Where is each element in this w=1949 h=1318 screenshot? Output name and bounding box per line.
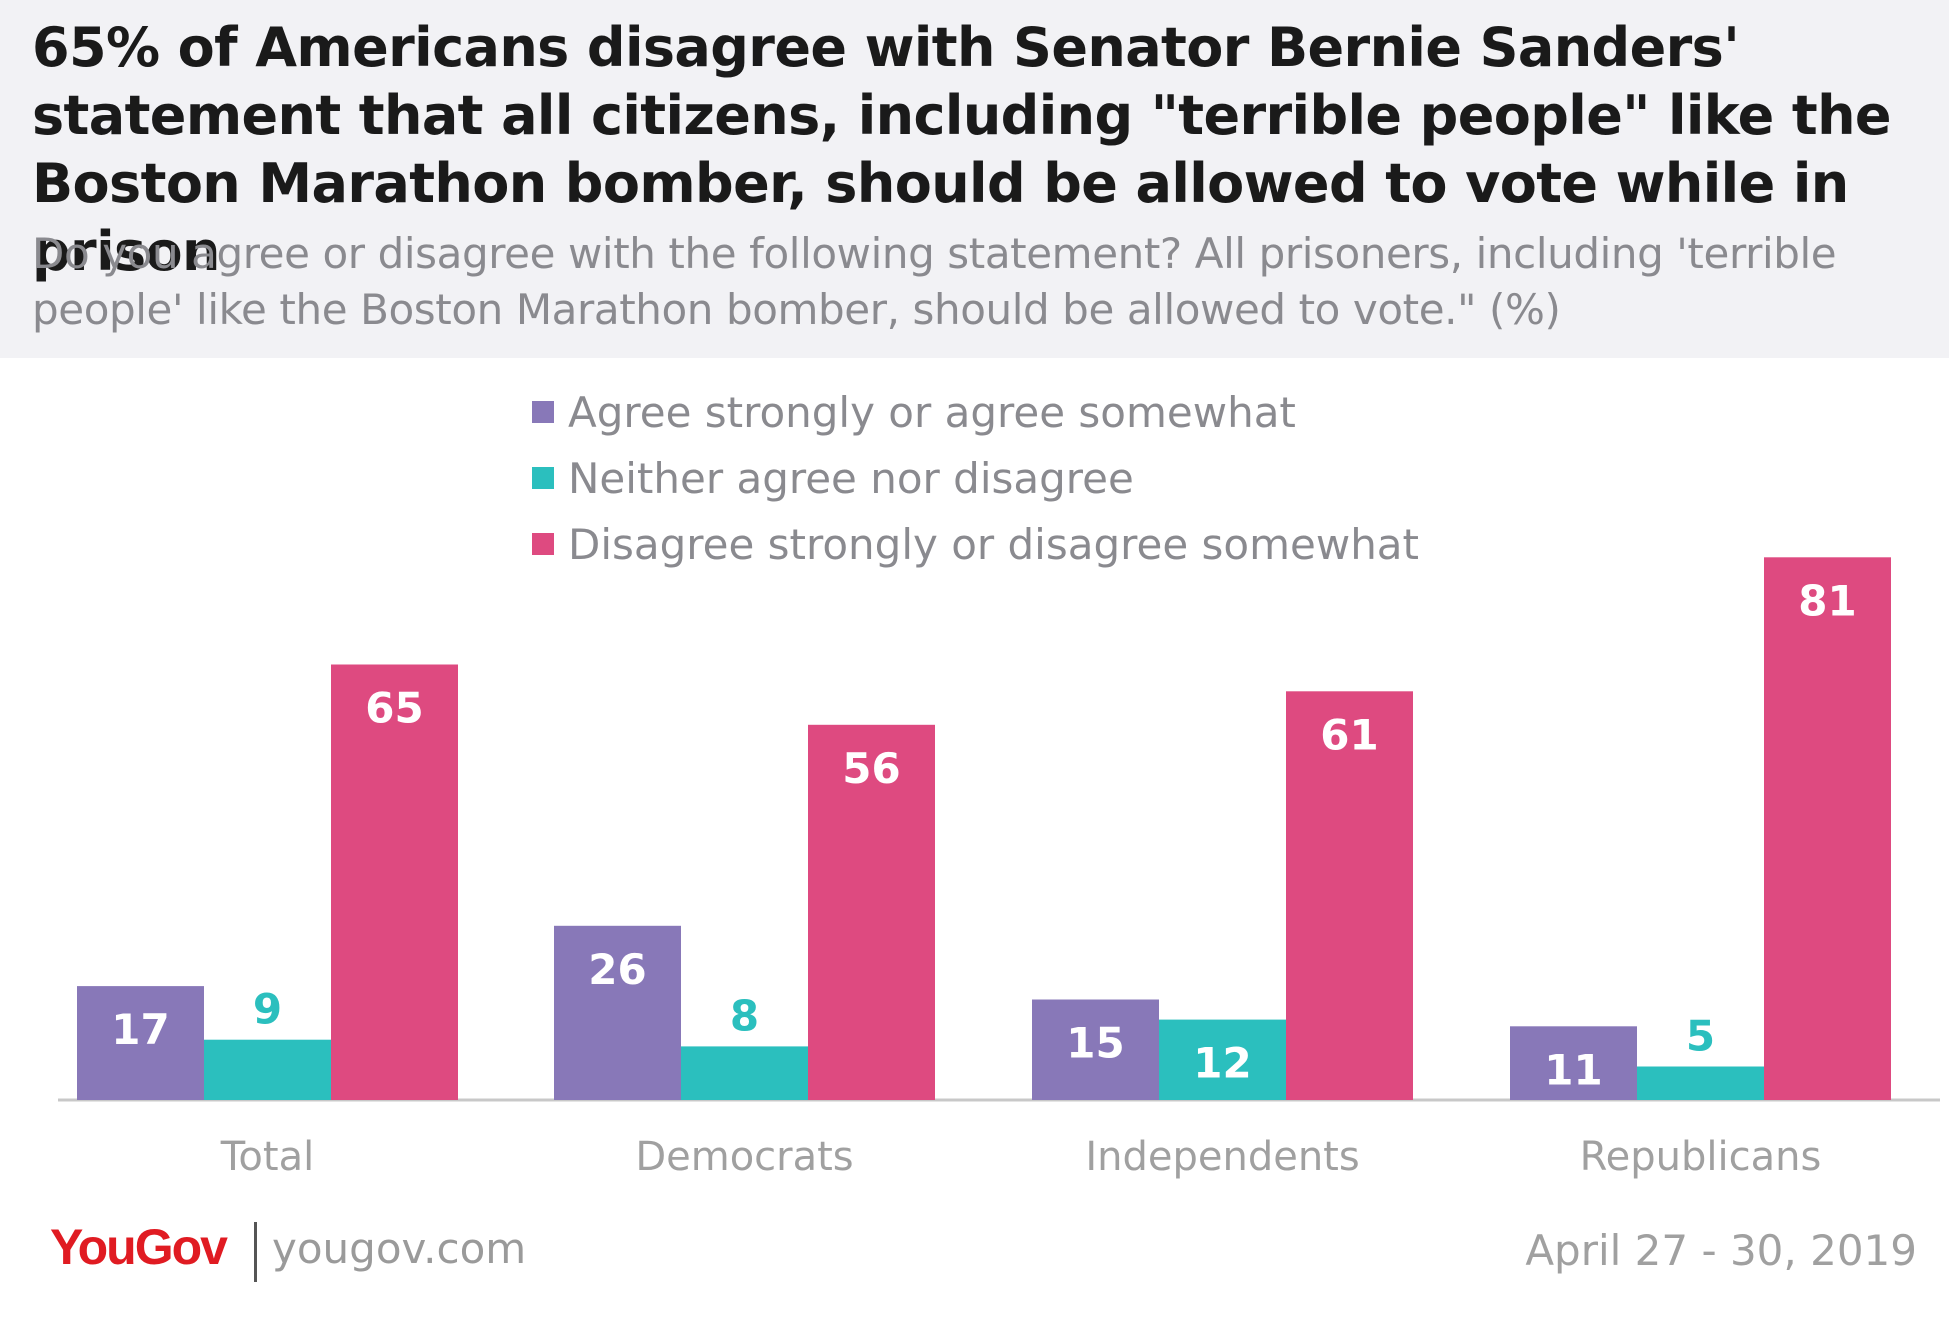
- logo-gov-text: Gov: [134, 1219, 228, 1275]
- data-label-republicans-series-1: 11: [1544, 1045, 1602, 1094]
- x-tick-label-democrats: Democrats: [635, 1134, 853, 1180]
- bar-total-series-1: [77, 986, 204, 1100]
- bar-democrats-series-1: [554, 925, 681, 1100]
- bar-chart: Agree strongly or agree somewhat Neither …: [58, 388, 1940, 1180]
- yougov-logo: YouGov: [50, 1218, 228, 1288]
- data-label-democrats-series-2: 8: [730, 991, 759, 1040]
- logo-you-text: You: [50, 1219, 137, 1275]
- site-url: yougov.com: [272, 1224, 527, 1273]
- data-label-total-series-3: 65: [365, 684, 423, 733]
- data-label-democrats-series-3: 56: [842, 744, 900, 793]
- legend-label-3: Disagree strongly or disagree somewhat: [568, 520, 1419, 569]
- data-label-republicans-series-3: 81: [1798, 576, 1856, 625]
- chart-title: 65% of Americans disagree with Senator B…: [32, 16, 1892, 283]
- bar-independents-series-3: [1286, 691, 1413, 1100]
- bar-total-series-3: [331, 664, 458, 1100]
- x-tick-label-republicans: Republicans: [1580, 1134, 1822, 1180]
- bar-republicans-series-3: [1764, 557, 1891, 1100]
- legend-label-2: Neither agree nor disagree: [568, 454, 1134, 503]
- bar-democrats-series-2: [681, 1046, 808, 1100]
- data-label-independents-series-1: 15: [1066, 1019, 1124, 1068]
- bar-independents-series-1: [1032, 999, 1159, 1100]
- legend-swatch-3: [532, 533, 554, 555]
- data-label-independents-series-2: 12: [1193, 1039, 1251, 1088]
- x-tick-label-total: Total: [220, 1134, 314, 1180]
- header-band: 65% of Americans disagree with Senator B…: [0, 0, 1949, 358]
- legend-swatch-1: [532, 401, 554, 423]
- x-tick-label-independents: Independents: [1085, 1134, 1359, 1180]
- bar-republicans-series-2: [1637, 1066, 1764, 1100]
- survey-date: April 27 - 30, 2019: [1525, 1226, 1917, 1275]
- bar-democrats-series-3: [808, 724, 935, 1100]
- bar-independents-series-2: [1159, 1019, 1286, 1100]
- data-label-total-series-1: 17: [111, 1005, 169, 1054]
- bar-total-series-2: [204, 1039, 331, 1100]
- data-label-republicans-series-2: 5: [1686, 1012, 1715, 1061]
- bar-republicans-series-1: [1510, 1026, 1637, 1100]
- data-label-total-series-2: 9: [253, 985, 282, 1034]
- legend-swatch-2: [532, 467, 554, 489]
- chart-subtitle: Do you agree or disagree with the follow…: [32, 229, 1837, 334]
- data-label-democrats-series-1: 26: [588, 945, 646, 994]
- legend-label-1: Agree strongly or agree somewhat: [568, 388, 1296, 437]
- logo-divider: [254, 1222, 257, 1282]
- data-label-independents-series-3: 61: [1320, 710, 1378, 759]
